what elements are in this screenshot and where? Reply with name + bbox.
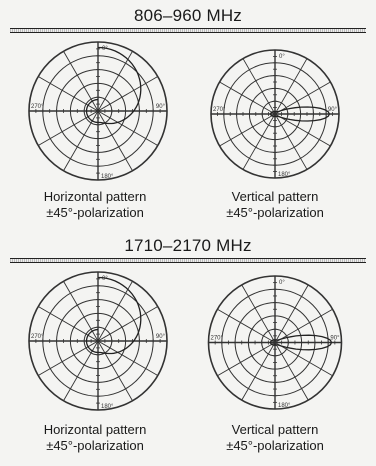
- polar-label-bottom: 180°: [101, 404, 114, 410]
- pattern-caption: Horizontal pattern ±45°-polarization: [5, 422, 185, 454]
- polar-label-right: 90°: [156, 104, 166, 110]
- caption-polarization: ±45°-polarization: [5, 438, 185, 454]
- polar-plot-horizontal-band2: 0° 90° 180° 270°: [8, 266, 188, 416]
- polar-plot-horizontal-band1: 0° 90° 180° 270°: [8, 36, 188, 186]
- polar-label-left: 270°: [213, 107, 226, 113]
- polar-label-left: 270°: [31, 104, 44, 110]
- caption-polarization: ±45°-polarization: [5, 205, 185, 221]
- polar-label-left: 270°: [31, 334, 44, 340]
- polar-label-top: 0°: [279, 280, 285, 286]
- pattern-caption: Horizontal pattern ±45°-polarization: [5, 189, 185, 221]
- radiation-pattern-curve: [87, 278, 141, 354]
- caption-title: Vertical pattern: [185, 422, 365, 438]
- polar-plot-vertical-band2: 0° 90° 180° 270°: [190, 270, 360, 415]
- caption-polarization: ±45°-polarization: [185, 438, 365, 454]
- polar-label-bottom: 180°: [278, 403, 291, 409]
- pattern-caption: Vertical pattern ±45°-polarization: [185, 422, 365, 454]
- caption-title: Vertical pattern: [185, 189, 365, 205]
- radiation-pattern-curve: [87, 48, 141, 124]
- band-divider: [10, 258, 366, 263]
- band-divider: [10, 28, 366, 33]
- polar-label-top: 0°: [279, 54, 285, 60]
- polar-label-right: 90°: [156, 334, 166, 340]
- caption-polarization: ±45°-polarization: [185, 205, 365, 221]
- caption-title: Horizontal pattern: [5, 422, 185, 438]
- polar-label-bottom: 180°: [101, 174, 114, 180]
- polar-plot-vertical-band1: 0° 90° 180° 270°: [190, 44, 360, 184]
- pattern-caption: Vertical pattern ±45°-polarization: [185, 189, 365, 221]
- polar-label-right: 90°: [328, 107, 338, 113]
- polar-label-bottom: 180°: [278, 172, 291, 178]
- band-title: 1710–2170 MHz: [0, 236, 376, 256]
- band-title: 806–960 MHz: [0, 6, 376, 26]
- polar-label-top: 0°: [102, 276, 108, 282]
- polar-label-right: 90°: [330, 336, 340, 342]
- polar-label-left: 270°: [211, 336, 224, 342]
- caption-title: Horizontal pattern: [5, 189, 185, 205]
- polar-label-top: 0°: [102, 46, 108, 52]
